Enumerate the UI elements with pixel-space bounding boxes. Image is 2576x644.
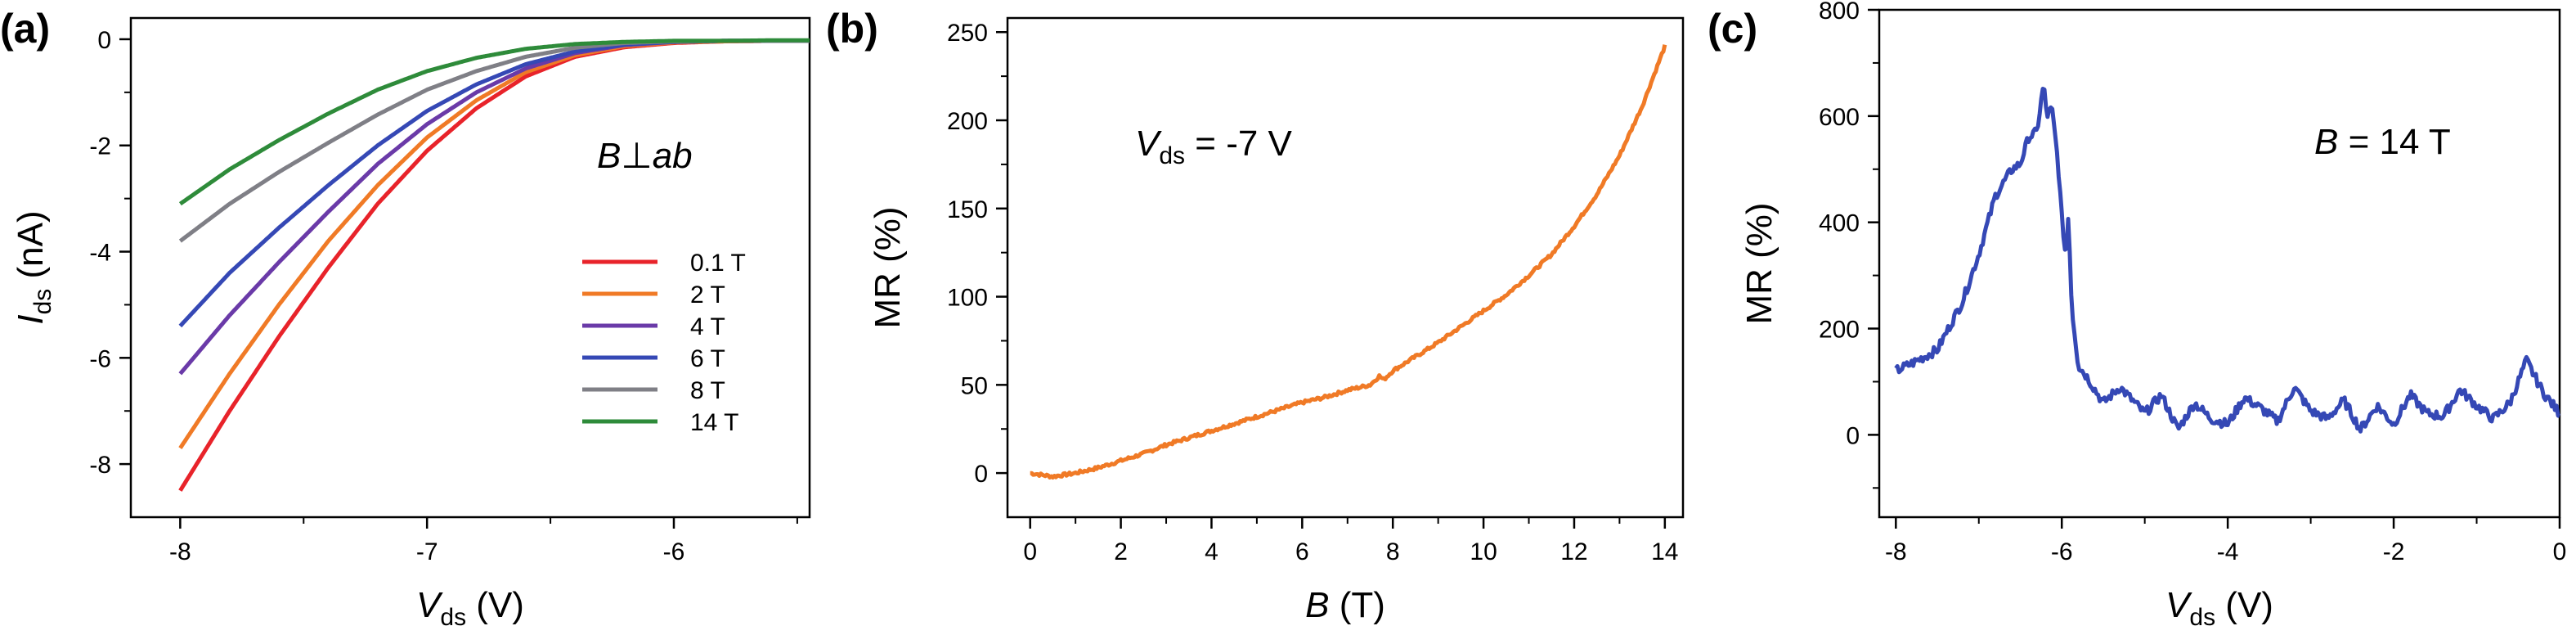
y-tick-label: 800 xyxy=(1819,0,1860,25)
legend-label: 8 T xyxy=(690,377,725,404)
y-tick-label: -8 xyxy=(89,452,111,479)
x-tick-label: 0 xyxy=(1023,538,1037,565)
x-tick-label: 2 xyxy=(1114,538,1128,565)
y-tick-label: 0 xyxy=(97,27,111,54)
y-axis-label: MR (%) xyxy=(868,206,908,328)
y-tick-label: -6 xyxy=(89,345,111,372)
x-tick-label: 12 xyxy=(1560,538,1587,565)
y-tick-label: 150 xyxy=(947,196,988,223)
x-tick-label: 8 xyxy=(1386,538,1400,565)
x-tick-label: -8 xyxy=(1885,538,1907,565)
x-axis-label: Vds (V) xyxy=(2165,585,2273,631)
x-tick-label: 4 xyxy=(1205,538,1218,565)
plot-frame xyxy=(129,16,811,519)
y-tick-label: 200 xyxy=(947,108,988,135)
x-tick-label: -6 xyxy=(2051,538,2073,565)
legend-label: 0.1 T xyxy=(690,250,746,277)
plot-frame xyxy=(1878,8,2561,519)
y-tick-label: 0 xyxy=(974,461,988,488)
series-line-14-T xyxy=(178,38,810,206)
panel-label: (c) xyxy=(1708,6,1757,52)
plot-frame xyxy=(1006,16,1685,519)
x-tick-label: -7 xyxy=(416,538,438,565)
x-tick-label: -2 xyxy=(2383,538,2405,565)
series-line-0 xyxy=(1894,87,2560,434)
x-axis-label: Vds (V) xyxy=(416,585,524,631)
y-axis-label: MR (%) xyxy=(1739,202,1779,324)
y-tick-label: 0 xyxy=(1846,422,1860,449)
panel-label: (a) xyxy=(0,6,50,52)
x-tick-label: 6 xyxy=(1295,538,1309,565)
panel-label: (b) xyxy=(826,6,878,52)
x-axis-label: B (T) xyxy=(1305,585,1385,625)
y-tick-label: 250 xyxy=(947,20,988,47)
y-axis-label: Ids (nA) xyxy=(11,210,56,324)
field-orientation-label: B⊥ab xyxy=(597,136,693,176)
legend-label: 14 T xyxy=(690,409,739,436)
y-tick-label: 400 xyxy=(1819,210,1860,237)
y-tick-label: 50 xyxy=(961,372,988,399)
x-tick-label: -4 xyxy=(2217,538,2239,565)
y-tick-label: 600 xyxy=(1819,104,1860,131)
field-annotation: B = 14 T xyxy=(2314,122,2451,162)
bias-annotation: Vds = -7 V xyxy=(1135,124,1293,169)
y-tick-label: -4 xyxy=(89,240,111,267)
x-tick-label: 14 xyxy=(1651,538,1678,565)
series-line-0 xyxy=(1030,44,1667,480)
legend-label: 2 T xyxy=(690,281,725,308)
y-tick-label: -2 xyxy=(89,133,111,160)
legend-label: 6 T xyxy=(690,345,725,372)
x-tick-label: -8 xyxy=(169,538,191,565)
x-tick-label: 10 xyxy=(1470,538,1497,565)
x-tick-label: -6 xyxy=(663,538,685,565)
x-tick-label: 0 xyxy=(2553,538,2567,565)
y-tick-label: 200 xyxy=(1819,317,1860,344)
legend-label: 4 T xyxy=(690,313,725,340)
y-tick-label: 100 xyxy=(947,285,988,312)
